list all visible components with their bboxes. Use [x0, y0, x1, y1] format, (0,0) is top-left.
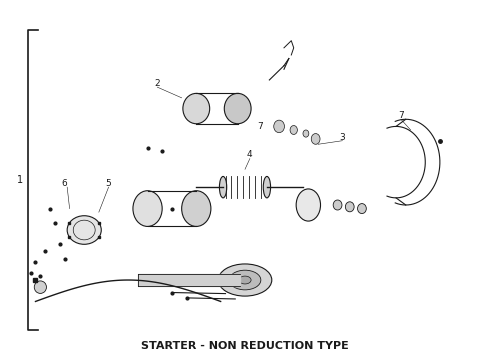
Ellipse shape	[311, 134, 320, 144]
Text: STARTER - NON REDUCTION TYPE: STARTER - NON REDUCTION TYPE	[141, 342, 349, 351]
Ellipse shape	[224, 93, 251, 124]
Ellipse shape	[67, 216, 101, 244]
Ellipse shape	[358, 203, 367, 213]
Ellipse shape	[229, 270, 261, 290]
Ellipse shape	[183, 93, 210, 124]
Ellipse shape	[220, 176, 227, 198]
Text: 7: 7	[398, 111, 404, 120]
Ellipse shape	[133, 191, 162, 226]
Ellipse shape	[263, 176, 270, 198]
Text: 7: 7	[257, 122, 263, 131]
Text: 6: 6	[62, 179, 68, 188]
Text: 2: 2	[154, 79, 160, 88]
Ellipse shape	[345, 202, 354, 212]
Ellipse shape	[290, 126, 297, 134]
Ellipse shape	[333, 200, 342, 210]
Ellipse shape	[274, 120, 285, 133]
Text: 5: 5	[106, 179, 111, 188]
Ellipse shape	[296, 189, 320, 221]
Text: 1: 1	[17, 175, 24, 185]
Text: 4: 4	[247, 150, 253, 159]
Text: 3: 3	[340, 132, 345, 141]
Ellipse shape	[239, 276, 251, 284]
Ellipse shape	[182, 191, 211, 226]
Ellipse shape	[34, 281, 47, 293]
Ellipse shape	[218, 264, 272, 296]
Ellipse shape	[303, 130, 309, 137]
